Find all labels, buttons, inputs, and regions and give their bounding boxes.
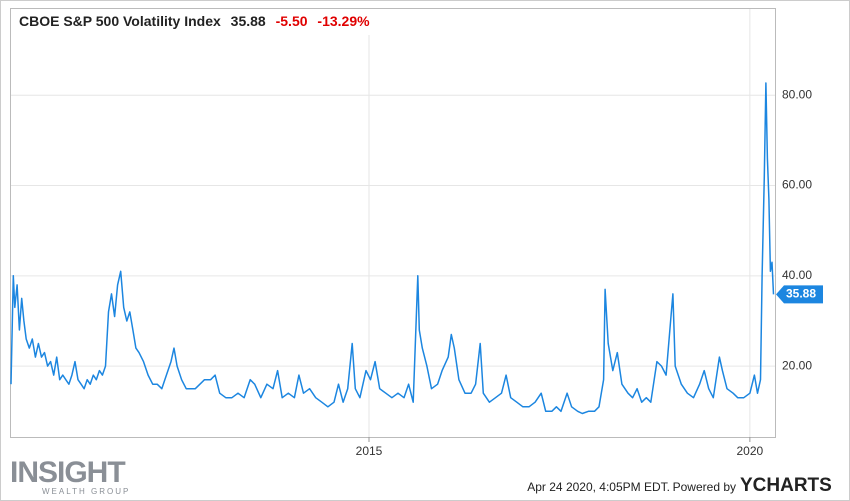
title-box <box>11 9 391 35</box>
logo-sub: WEALTH GROUP <box>42 487 130 496</box>
y-tick-label: 20.00 <box>782 358 812 372</box>
footer-powered: Powered by <box>673 480 736 494</box>
y-tick-label: 40.00 <box>782 268 812 282</box>
x-tick-label: 2020 <box>737 444 764 458</box>
line <box>10 82 775 415</box>
title-text: CBOE S&P 500 Volatility Index <box>19 13 221 29</box>
x-tick-label: 2015 <box>356 444 383 458</box>
end-tag <box>776 285 823 304</box>
grid <box>11 9 775 437</box>
chart-title: CBOE S&P 500 Volatility Index 35.88 -5.5… <box>19 13 370 29</box>
title-change: -5.50 <box>276 13 308 29</box>
title-change-pct: -13.29% <box>317 13 370 29</box>
brand: YCHARTS <box>740 475 832 496</box>
plot-area <box>10 8 776 438</box>
title-value: 35.88 <box>231 13 266 29</box>
y-tick-label: 60.00 <box>782 178 812 192</box>
logo: INSIGHT <box>10 456 125 489</box>
y-tick-label: 80.00 <box>782 87 812 101</box>
end-tag-label: 35.88 <box>786 287 816 301</box>
footer-date: Apr 24 2020, 4:05PM EDT. <box>527 480 670 494</box>
marks <box>10 82 775 415</box>
